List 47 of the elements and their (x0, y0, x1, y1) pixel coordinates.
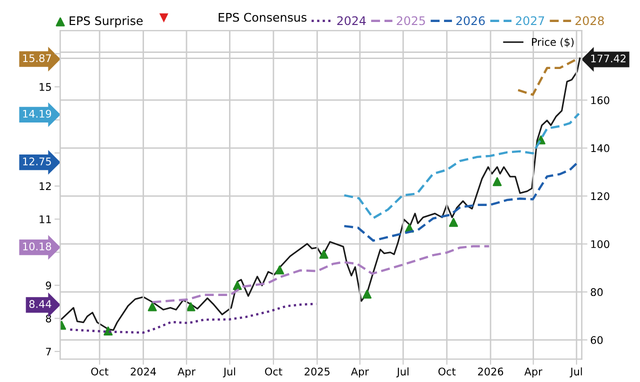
y2-tick-label: 80 (590, 288, 603, 296)
y2-tick-label: 140 (591, 144, 610, 152)
line-series (516, 56, 580, 96)
y-tick-label: 15.87 (23, 54, 51, 62)
y-tick-label: 10.18 (23, 242, 52, 250)
x-tick-label: 2024 (130, 368, 156, 376)
y-tick-label: 14.19 (23, 110, 52, 118)
x-tick-label: Jul (396, 367, 408, 378)
y2-tick-label: 177.42 (591, 54, 626, 62)
x-tick-label: 2026 (478, 368, 504, 376)
y-tick-label: 12.75 (23, 157, 51, 166)
x-tick-label: Oct (91, 368, 108, 376)
legend-label: 2028 (575, 16, 604, 26)
y2-tick-label: 100 (591, 240, 610, 248)
x-tick-label: Jul (570, 367, 582, 378)
y2-tick-label: 160 (591, 96, 610, 104)
point (148, 302, 157, 312)
y2-tick-label: 120 (591, 192, 610, 200)
x-tick-label: 2025 (304, 368, 330, 376)
x-tick-label: Apr (178, 368, 196, 378)
point (186, 302, 196, 312)
x-tick-label: Oct (265, 368, 282, 376)
point (362, 290, 372, 299)
y-tick-label: 12 (40, 182, 51, 190)
legend-title: EPS Consensus (218, 12, 306, 22)
x-tick-label: Apr (350, 368, 369, 378)
x-tick-label: Oct (438, 368, 456, 376)
x-tick-label: Jul (222, 367, 236, 378)
legend-label: Price ($) (532, 38, 574, 48)
point (449, 218, 458, 227)
y-tick-label: 11 (40, 216, 51, 224)
x-tick-label: Apr (524, 368, 542, 378)
legend-label: 2024 (337, 16, 366, 26)
y-tick-label: 9 (46, 282, 52, 290)
legend-label: 2025 (396, 16, 425, 26)
point (492, 177, 502, 186)
y-tick-label: 7 (46, 348, 51, 356)
legend-label: 2026 (456, 16, 485, 26)
y-tick-label: 8.44 (29, 300, 52, 308)
point (232, 280, 242, 290)
legend-label: EPS Surprise (70, 16, 143, 28)
point (275, 265, 284, 274)
legend-label: 2027 (516, 16, 544, 26)
y-tick-label: 15 (40, 83, 51, 91)
line-series (343, 112, 580, 220)
y2-tick-label: 60 (590, 336, 603, 344)
point (319, 250, 328, 259)
